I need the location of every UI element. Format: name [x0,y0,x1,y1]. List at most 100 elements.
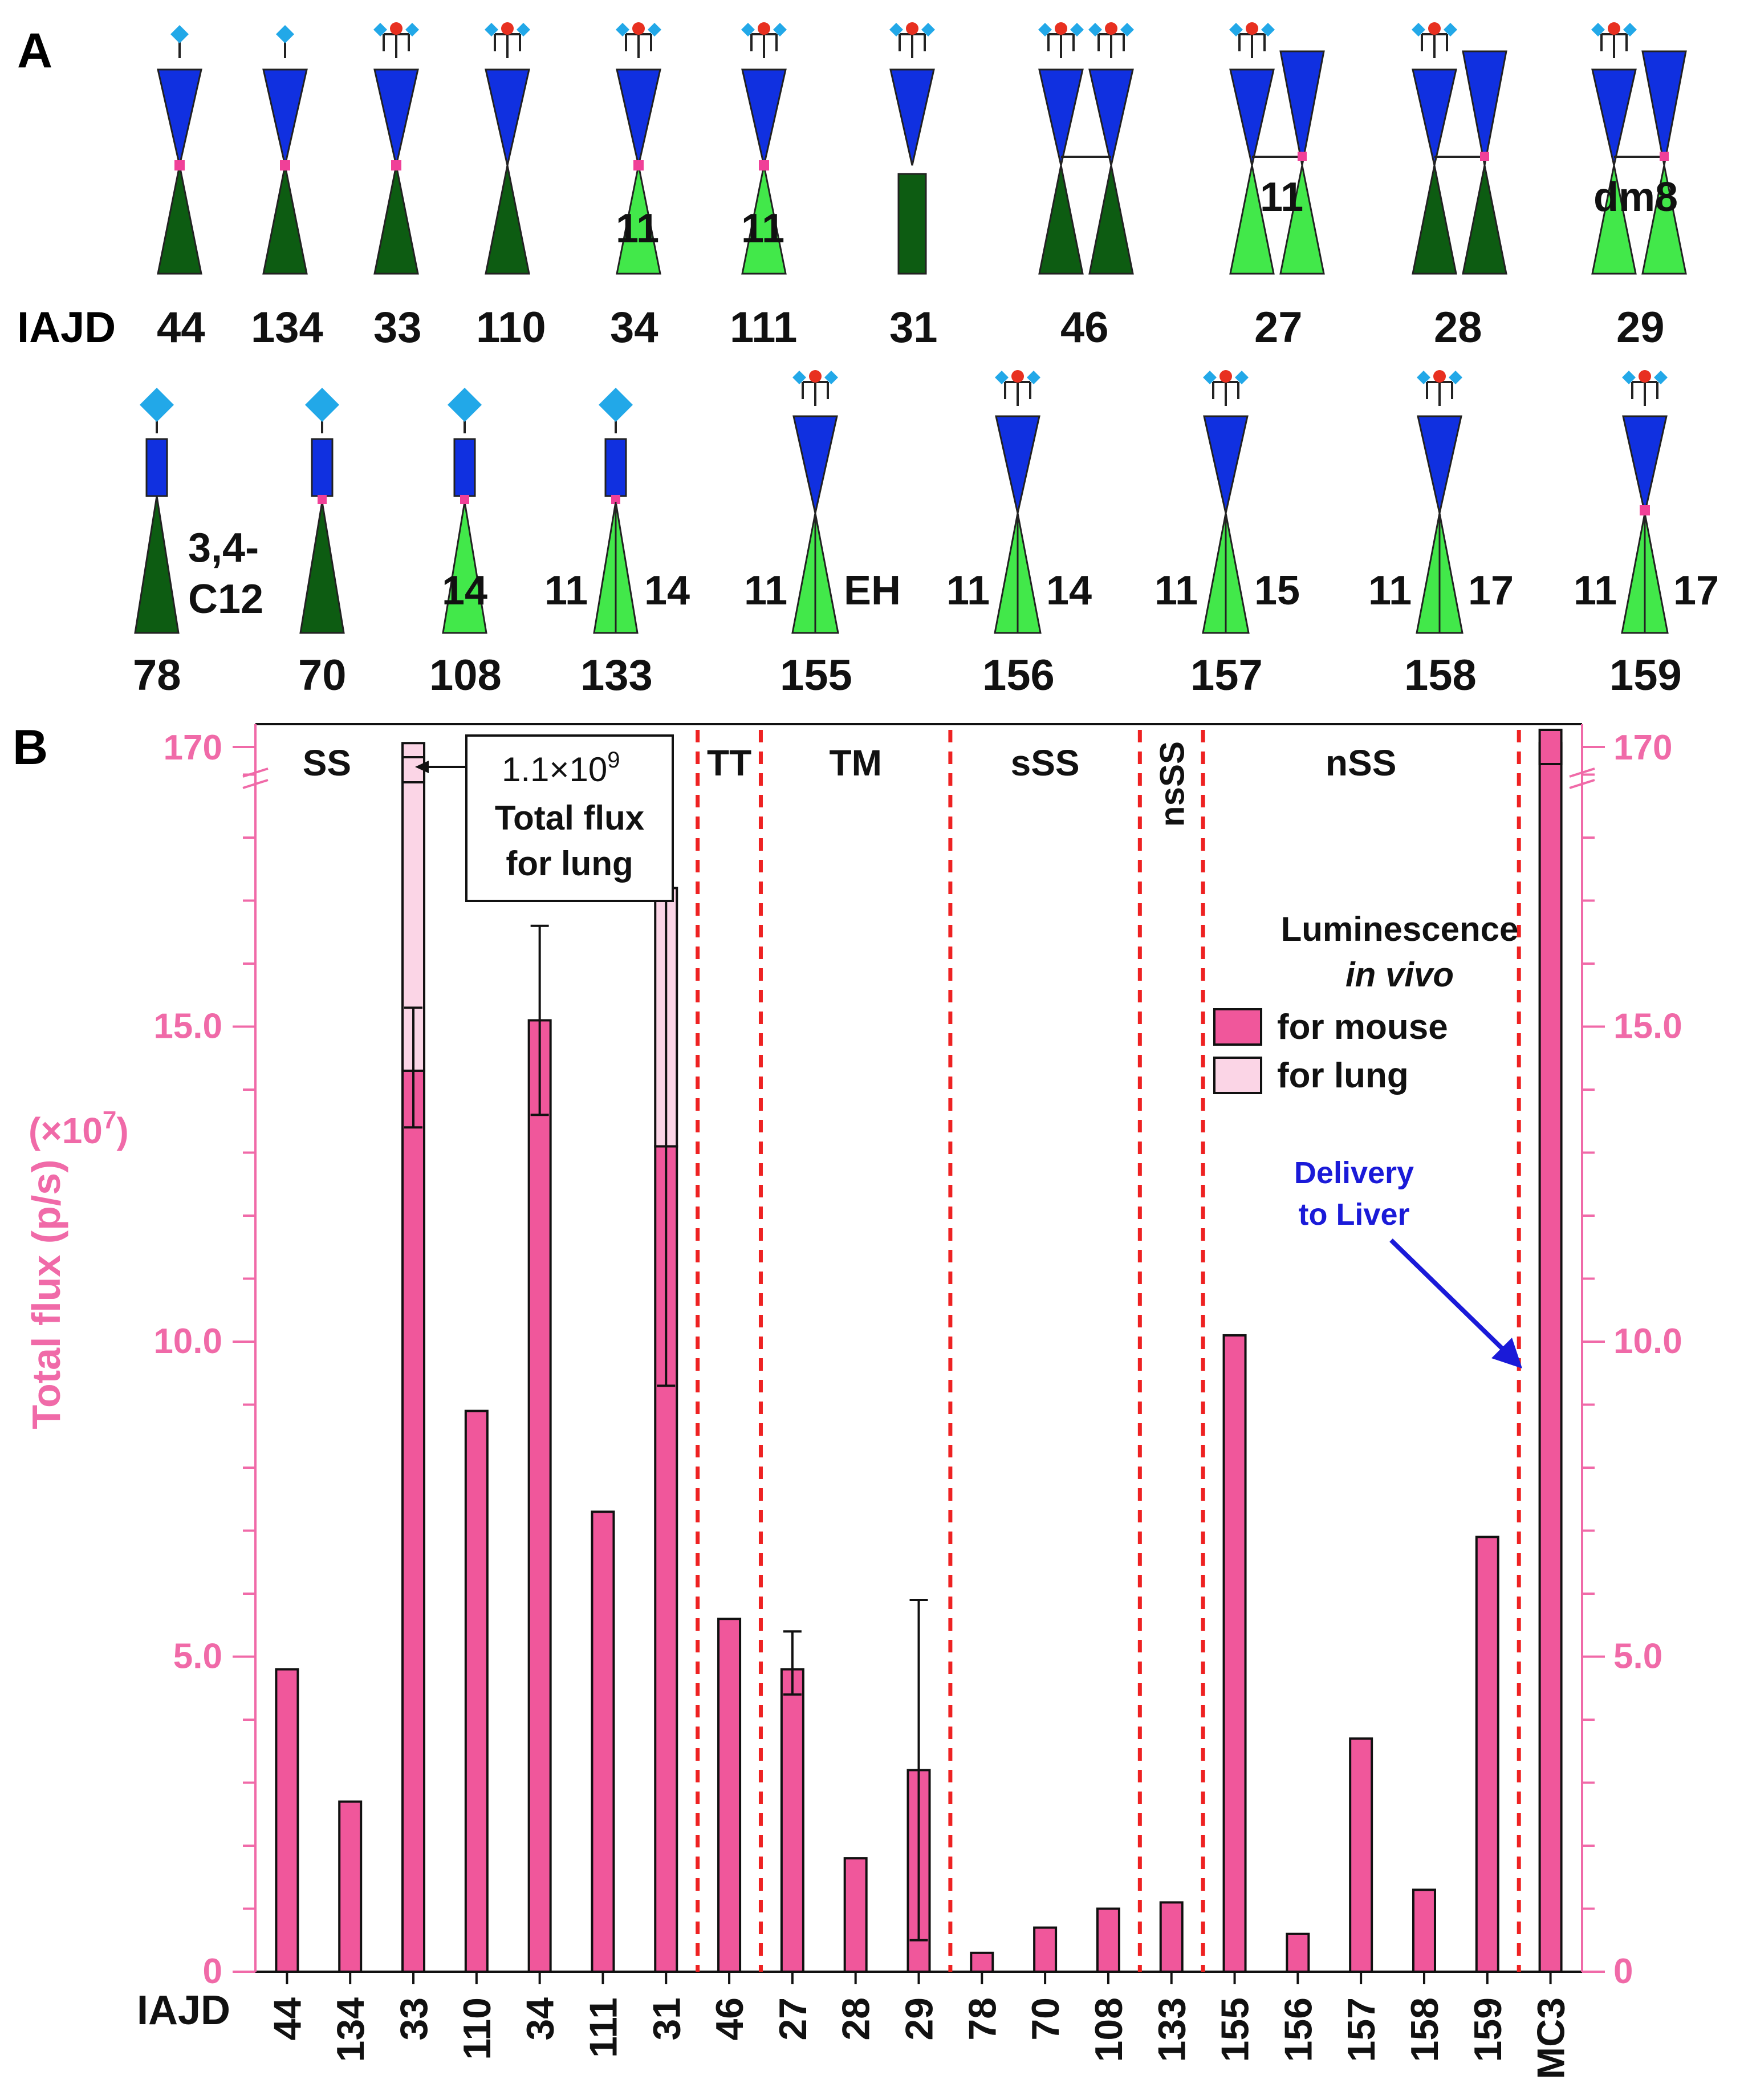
y-tick-label-right: 10.0 [1613,1322,1682,1361]
y-tick-label-right: 0 [1613,1952,1633,1991]
liver-arrowhead-icon [1491,1338,1522,1368]
compound-id-label: 133 [580,651,653,700]
x-tick-label: 28 [835,1997,878,2041]
annotation-box [465,734,674,902]
group-label: SS [303,742,351,783]
cyan-diamond-icon [792,371,806,384]
tail-triangle [1591,165,1637,275]
cyan-diamond-icon [373,23,387,36]
head-triangle [792,415,838,514]
lipid-structure-33 [373,22,419,275]
right-axis-break-mark [1569,767,1595,778]
x-tick-label: 70 [1024,1997,1067,2041]
cyan-diamond-icon [1623,23,1637,36]
head-triangle [1622,415,1668,514]
lipid-structure-70 [299,388,345,634]
cyan-diamond-icon [1235,371,1249,384]
disulfide-dot-icon [174,160,185,170]
red-dot-icon [1105,22,1117,35]
cyan-diamond-icon [824,371,838,384]
x-tick-label: 34 [519,1997,562,2041]
cyan-diamond-icon [921,23,935,36]
bar-mouse [1475,1536,1499,1973]
x-tick-label: 108 [1087,1997,1131,2062]
cyan-diamond-icon [485,23,498,36]
tail-triangle [157,165,202,275]
cyan-diamond-icon [648,23,661,36]
red-dot-icon [1639,370,1651,383]
disulfide-dot-icon [1640,505,1650,515]
disulfide-dot-icon [318,495,327,504]
cyan-diamond-icon [405,23,419,36]
cyan-diamond-icon [1261,23,1275,36]
tail-rect [897,173,927,275]
y-tick-label: 5.0 [173,1637,222,1676]
compound-id-label: 28 [1434,303,1482,352]
cyan-diamond-icon [1417,371,1430,384]
annotation-line2: Total flux [495,799,644,837]
x-tick-label: 134 [329,1997,372,2062]
red-dot-icon [1011,370,1024,383]
disulfide-dot-icon [391,160,401,170]
bar-mouse [275,1668,299,1973]
compound-id-label: 31 [889,303,938,352]
y-tick-label-top-right: 170 [1613,728,1672,767]
tail-triangle [134,495,180,634]
lipid-structure-108: 14 [442,388,487,634]
lipid-structure-29: dm8 [1591,22,1687,275]
cyan-diamond-icon [599,388,633,422]
tail-triangle [262,165,308,275]
head-triangle [262,68,308,166]
lipid-structure-155: 11 EH [744,370,901,634]
red-dot-icon [390,22,403,35]
y-axis-unit-close: ) [116,1110,128,1151]
bar-mouse [1033,1926,1058,1973]
cyan-diamond-icon [1038,23,1052,36]
lipid-structure-31 [889,22,935,275]
cyan-diamond-icon [305,388,339,422]
compound-id-label: 29 [1616,303,1665,352]
y-axis-unit: (×107) [29,1106,129,1151]
cyan-diamond-icon [170,25,189,43]
cyan-diamond-icon [1412,23,1425,36]
lipid-structure-158: 11 17 [1368,370,1514,634]
compound-id-label: 158 [1404,651,1477,700]
red-dot-icon [1246,22,1258,35]
x-tick-label: 27 [771,1997,815,2041]
head-triangle [1279,50,1325,166]
cyan-diamond-icon [741,23,755,36]
chain-label-right: 17 [1468,568,1514,614]
tail-triangle [1088,165,1134,275]
chain-label-right: 14 [644,568,690,614]
chain-label-right: C12 [188,576,263,622]
bar-lung-top [401,756,426,783]
legend-subtitle: in vivo [1345,956,1454,994]
compound-id-label: 157 [1190,651,1263,700]
x-tick-label: 44 [266,1997,309,2041]
y-tick-label: 15.0 [153,1007,222,1046]
cyan-diamond-icon [1120,23,1134,36]
cyan-diamond-icon [517,23,530,36]
right-axis-break-mark [1569,779,1595,789]
x-tick-label: 133 [1151,1997,1194,2062]
lipid-structure-27: 11 [1229,22,1325,275]
tail-triangle [741,165,787,275]
chain-label-right: 14 [1046,568,1092,614]
compound-id-label: 159 [1609,651,1682,700]
lipid-structure-46 [1038,22,1134,275]
bar-chart: 0 0 5.0 5.0 10.0 10.0 15.0 15.0 170 170 Total flux… [24,723,1682,2079]
red-dot-icon [1433,370,1446,383]
bar-mouse [591,1510,615,1973]
tail-triangle [1462,165,1507,275]
cyan-diamond-icon [1591,23,1605,36]
disulfide-dot-icon [1298,152,1307,161]
cyan-diamond-icon [1449,371,1462,384]
iajd-label-row1: IAJD [17,303,116,352]
chain-label-right: EH [844,568,901,614]
left-axis-break-mark [242,779,269,789]
cyan-diamond-icon [1027,371,1040,384]
panel-a-label: A [17,23,52,78]
bar-mouse [464,1410,489,1973]
lipid-structure-44 [157,25,202,275]
